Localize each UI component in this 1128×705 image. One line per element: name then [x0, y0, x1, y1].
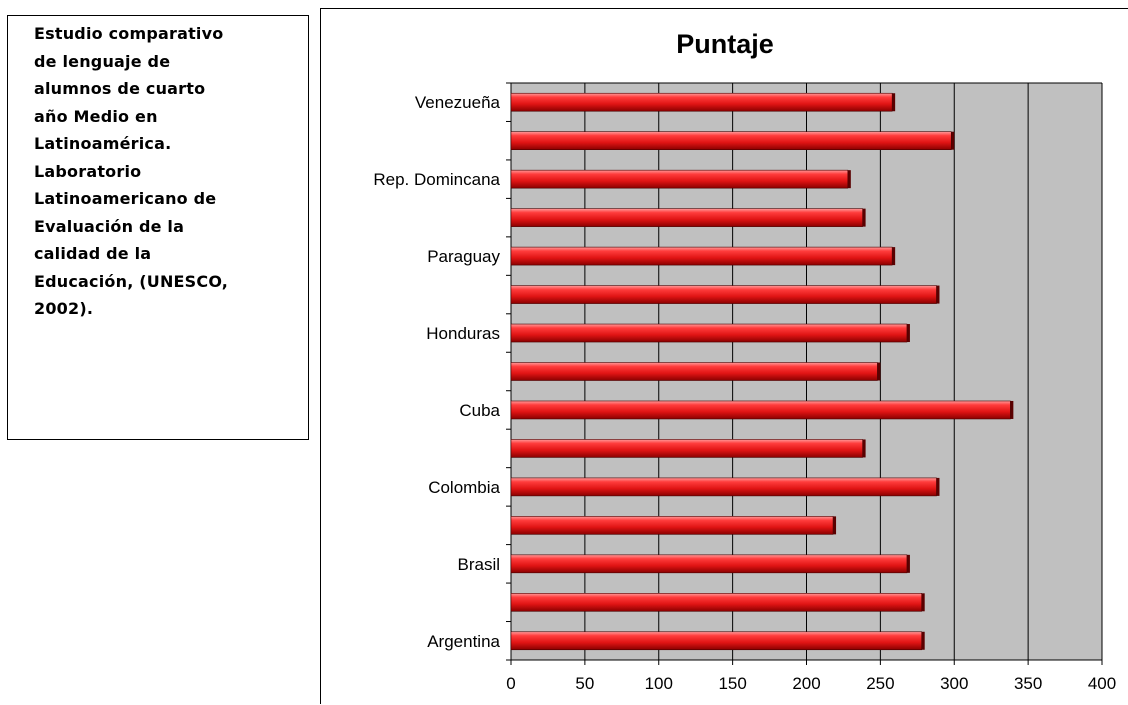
bar-edge-2	[906, 554, 910, 573]
bar-5	[510, 439, 863, 458]
plot-area: Argentina Brasil Colombia Cuba Honduras Parag…	[373, 82, 1116, 693]
bar-edge-1	[921, 593, 925, 612]
chart-frame: Puntaje Argentina Brasil Colombia Cuba Hondu…	[320, 8, 1128, 704]
caption-line-2: de lenguaje de	[34, 51, 171, 71]
bar-1	[510, 592, 923, 612]
bar-edge-13	[951, 131, 955, 150]
bar-10	[510, 246, 893, 266]
bar-2	[510, 554, 908, 574]
bar-edge-8	[906, 324, 910, 343]
x-tick-label-150: 150	[718, 674, 746, 693]
x-tick-label-300: 300	[940, 674, 968, 693]
bar-edge-5	[862, 439, 866, 458]
bar-14	[510, 92, 893, 112]
caption-line-5: Latinoamérica.	[34, 134, 172, 153]
caption-line-9: calidad de la	[34, 244, 152, 263]
bar-13	[510, 131, 952, 150]
bar-edge-7	[877, 362, 881, 381]
bar-edge-10	[892, 247, 896, 266]
bar-6	[510, 400, 1011, 420]
caption-line-7: Latinoamericano de	[34, 189, 217, 208]
bar-edge-4	[936, 477, 940, 496]
bar-8	[510, 323, 908, 343]
y-tick-label-10: Paraguay	[427, 247, 500, 266]
bar-edge-14	[892, 93, 896, 112]
bar-12	[510, 169, 849, 189]
caption-line-1: Estudio comparativo	[34, 24, 224, 43]
caption-line-4: año Medio en	[34, 106, 158, 126]
bar-edge-0	[921, 631, 925, 650]
x-tick-label-200: 200	[792, 674, 820, 693]
y-tick-label-4: Colombia	[428, 478, 500, 497]
bar-11	[510, 208, 863, 227]
bar-edge-11	[862, 208, 866, 227]
chart-title: Puntaje	[676, 29, 774, 59]
bar-4	[510, 477, 937, 497]
caption-line-11: 2002).	[34, 299, 94, 318]
caption-line-10: Educación, (UNESCO,	[34, 271, 229, 291]
bar-edge-12	[847, 170, 851, 189]
bar-edge-6	[1010, 400, 1014, 419]
bar-edge-3	[833, 516, 837, 535]
caption-line-8: Evaluación de la	[34, 216, 185, 236]
caption-line-3: alumnos de cuarto	[34, 79, 206, 98]
bar-chart: Puntaje Argentina Brasil Colombia Cuba Hondu…	[373, 29, 1116, 693]
x-tick-label-50: 50	[575, 674, 594, 693]
bar-3	[510, 516, 834, 535]
bar-9	[510, 285, 937, 304]
y-tick-label-6: Cuba	[459, 401, 500, 420]
x-tick-label-400: 400	[1088, 674, 1116, 693]
y-tick-label-14: Venezueña	[415, 93, 501, 112]
y-tick-label-0: Argentina	[427, 632, 500, 651]
caption-box: Estudio comparativo de lenguaje de alumn…	[7, 15, 309, 440]
bar-0	[510, 631, 923, 651]
bar-7	[510, 362, 878, 381]
x-tick-label-0: 0	[506, 674, 515, 693]
y-tick-label-2: Brasil	[457, 555, 500, 574]
x-tick-label-250: 250	[866, 674, 894, 693]
x-tick-label-100: 100	[645, 674, 673, 693]
bar-edge-9	[936, 285, 940, 304]
y-tick-label-12: Rep. Domincana	[373, 170, 500, 189]
y-tick-label-8: Honduras	[426, 324, 500, 343]
x-tick-label-350: 350	[1014, 674, 1042, 693]
caption-line-6: Laboratorio	[34, 161, 142, 181]
